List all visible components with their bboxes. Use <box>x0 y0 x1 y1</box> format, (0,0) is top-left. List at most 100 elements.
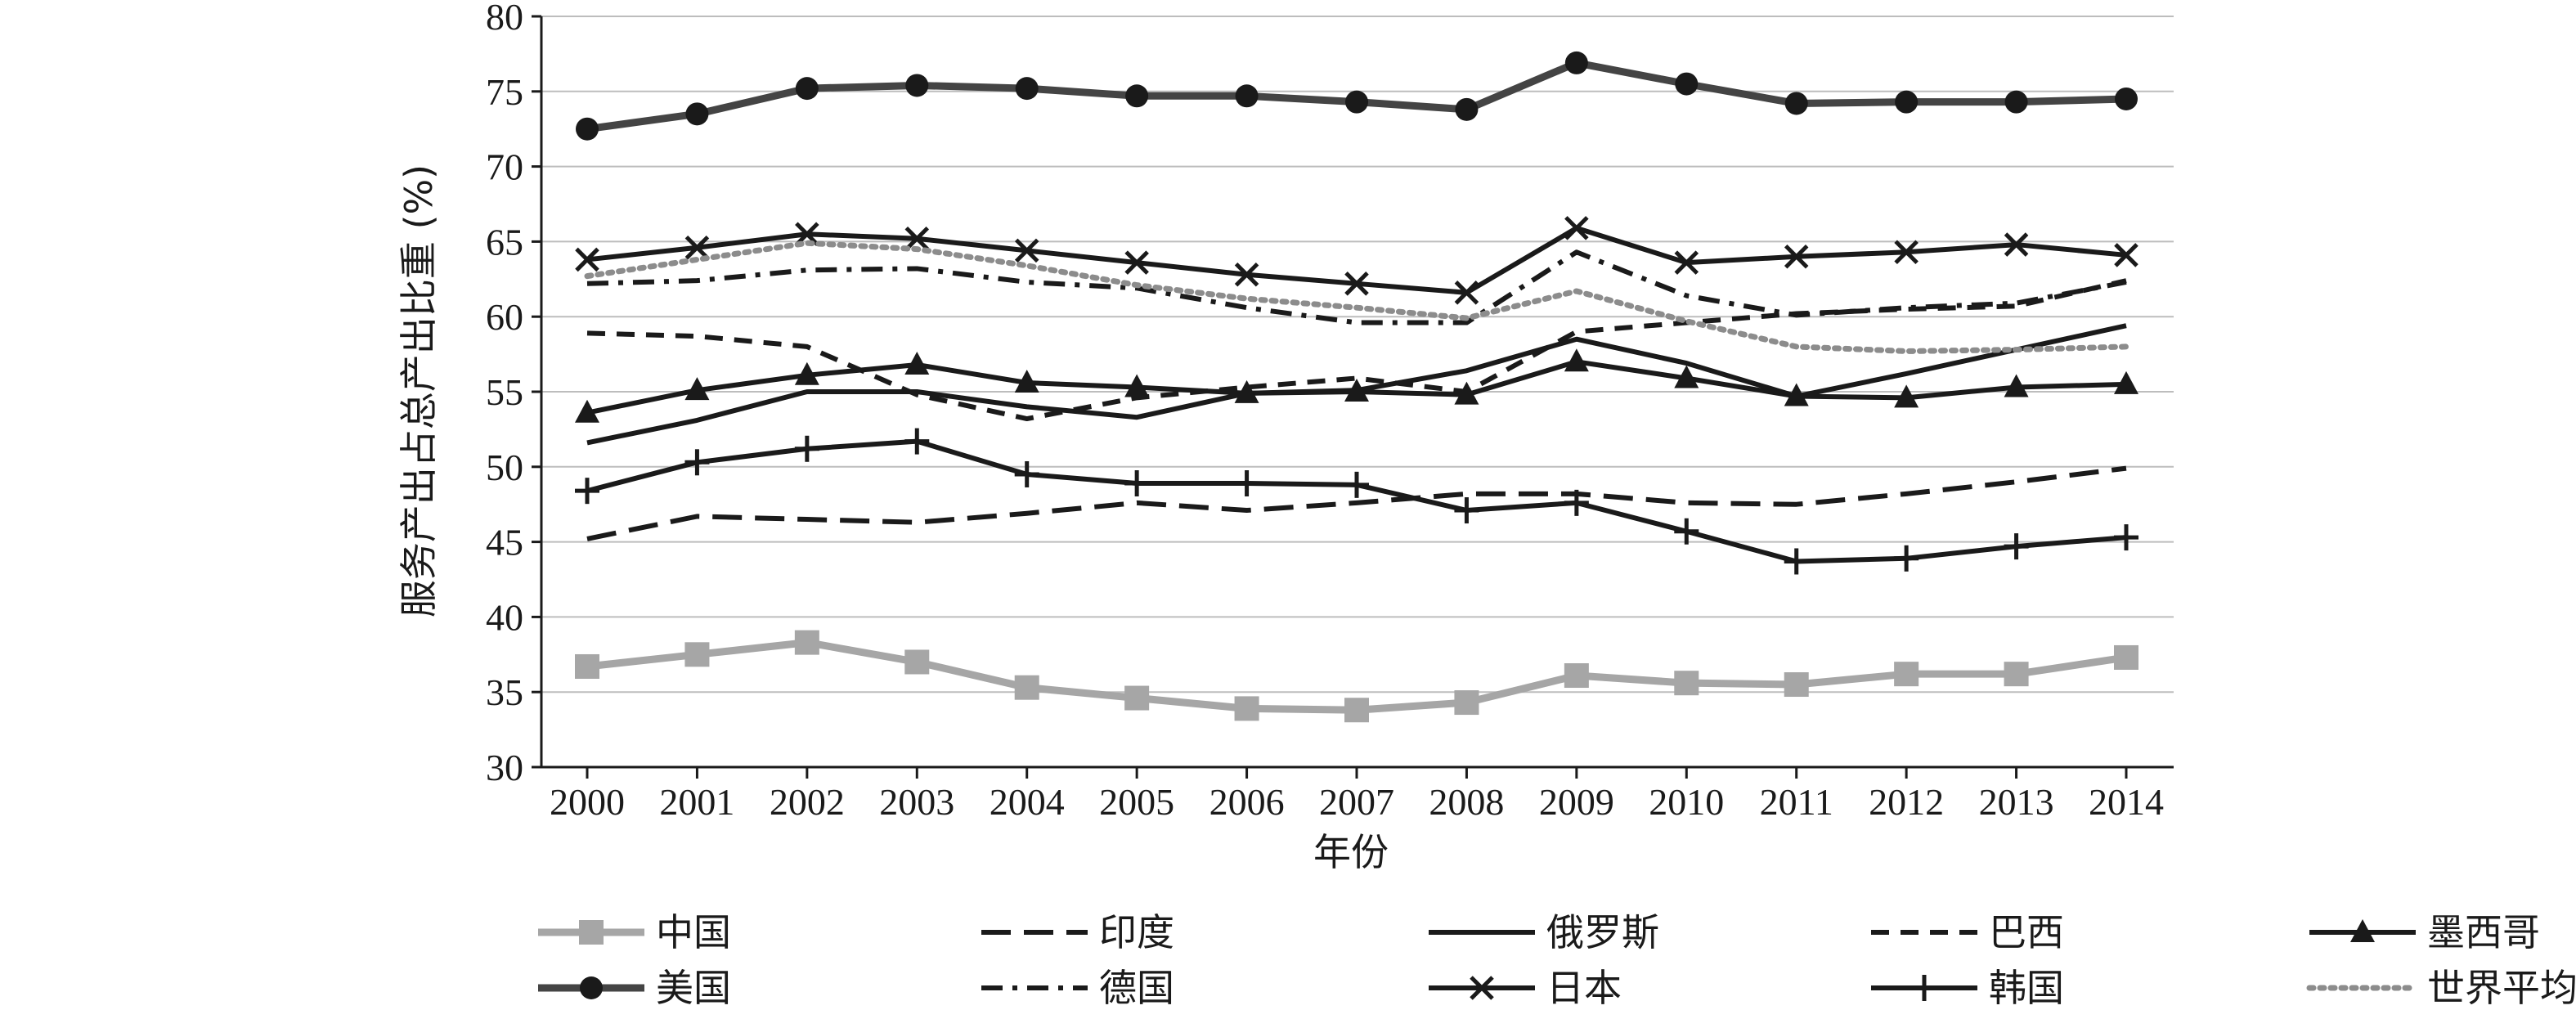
data-point <box>1675 72 1699 96</box>
legend-item: 巴西 <box>1871 910 2064 954</box>
x-tick-label: 2008 <box>1429 781 1504 823</box>
y-tick-label: 50 <box>486 447 523 488</box>
y-axis-label: 服务产出占总产出比重 (%) <box>397 164 441 617</box>
data-point <box>2004 533 2029 560</box>
legend-marker <box>2350 919 2375 942</box>
data-point <box>2115 87 2138 110</box>
data-point <box>1345 90 1368 114</box>
data-point <box>684 449 710 476</box>
legend-label: 墨西哥 <box>2427 910 2540 954</box>
data-point <box>575 399 599 423</box>
legend-marker <box>580 976 603 999</box>
data-point <box>795 222 819 246</box>
data-point <box>1014 369 1039 393</box>
legend-label: 韩国 <box>1989 966 2064 1010</box>
data-point <box>904 428 930 455</box>
x-tick-label: 2009 <box>1539 781 1614 823</box>
data-point <box>575 478 599 505</box>
x-tick-label: 2001 <box>659 781 734 823</box>
data-point <box>1564 663 1589 689</box>
legend-item: 世界平均 <box>2306 966 2576 1010</box>
series-10 <box>584 240 2129 354</box>
data-point <box>1344 698 1369 723</box>
data-point <box>1235 84 1259 108</box>
data-point <box>794 361 819 385</box>
data-point <box>795 77 819 101</box>
data-point <box>1784 92 1808 115</box>
legend-label: 巴西 <box>1989 910 2064 954</box>
data-point <box>1894 662 1919 687</box>
data-point <box>1344 471 1369 498</box>
series-layer <box>575 51 2138 723</box>
x-axis-label: 年份 <box>1313 830 1389 874</box>
x-tick-label: 2005 <box>1099 781 1174 823</box>
data-point <box>1344 272 1369 296</box>
data-point <box>2004 90 2028 114</box>
legend-label: 中国 <box>656 910 731 954</box>
data-point <box>1344 379 1369 402</box>
data-point <box>575 653 599 679</box>
legend-item: 俄罗斯 <box>1429 910 1659 954</box>
data-point <box>1784 244 1809 269</box>
x-tick-label: 2013 <box>1979 781 2054 823</box>
series-2 <box>586 465 2127 541</box>
data-point <box>1234 379 1259 403</box>
legend-marker <box>1912 975 1936 1001</box>
series-line <box>586 465 2127 541</box>
y-tick-label: 55 <box>486 371 523 413</box>
legend-item: 美国 <box>538 966 731 1010</box>
data-point <box>1894 384 1919 408</box>
y-tick-label: 40 <box>486 596 523 638</box>
data-point <box>1125 84 1149 108</box>
y-tick-label: 75 <box>486 71 523 113</box>
data-point <box>684 377 710 401</box>
data-point <box>1454 381 1479 405</box>
y-tick-label: 30 <box>486 747 523 788</box>
data-point <box>1564 489 1589 516</box>
data-point <box>1015 77 1039 101</box>
data-point <box>2114 370 2138 394</box>
data-point <box>1124 250 1149 275</box>
grid-layer <box>541 16 2174 694</box>
legend-marker <box>1470 976 1494 1000</box>
data-point <box>1674 671 1699 696</box>
data-point <box>1234 469 1259 496</box>
x-tick-label: 2012 <box>1869 781 1944 823</box>
data-point <box>1894 240 1919 265</box>
legend-item: 墨西哥 <box>2309 910 2540 954</box>
series-5 <box>575 348 2138 423</box>
x-tick-label: 2011 <box>1760 781 1833 823</box>
x-tick-label: 2000 <box>550 781 625 823</box>
data-point <box>1014 675 1039 700</box>
legend-marker <box>579 920 604 945</box>
legend-label: 德国 <box>1099 966 1174 1010</box>
legend-item: 德国 <box>981 966 1174 1010</box>
y-tick-label: 80 <box>486 0 523 38</box>
data-point <box>1784 672 1809 698</box>
x-tick-label: 2010 <box>1649 781 1724 823</box>
data-point <box>1454 497 1479 524</box>
data-point <box>1564 216 1589 240</box>
data-point <box>904 351 930 375</box>
data-point <box>575 247 599 272</box>
data-point <box>1014 238 1039 263</box>
data-point <box>2114 243 2138 267</box>
series-8 <box>575 216 2138 305</box>
data-point <box>684 642 710 667</box>
x-tick-label: 2002 <box>770 781 845 823</box>
data-point <box>905 74 929 97</box>
y-tick-label: 65 <box>486 221 523 263</box>
data-point <box>2004 232 2029 257</box>
legend-item: 印度 <box>981 910 1174 954</box>
data-point <box>904 649 930 675</box>
y-tick-label: 45 <box>486 522 523 563</box>
legend-label: 印度 <box>1099 910 1174 954</box>
data-point <box>1455 97 1479 121</box>
data-point <box>685 102 709 126</box>
series-1 <box>575 630 2138 723</box>
series-line <box>584 240 2129 354</box>
x-tick-label: 2007 <box>1319 781 1394 823</box>
